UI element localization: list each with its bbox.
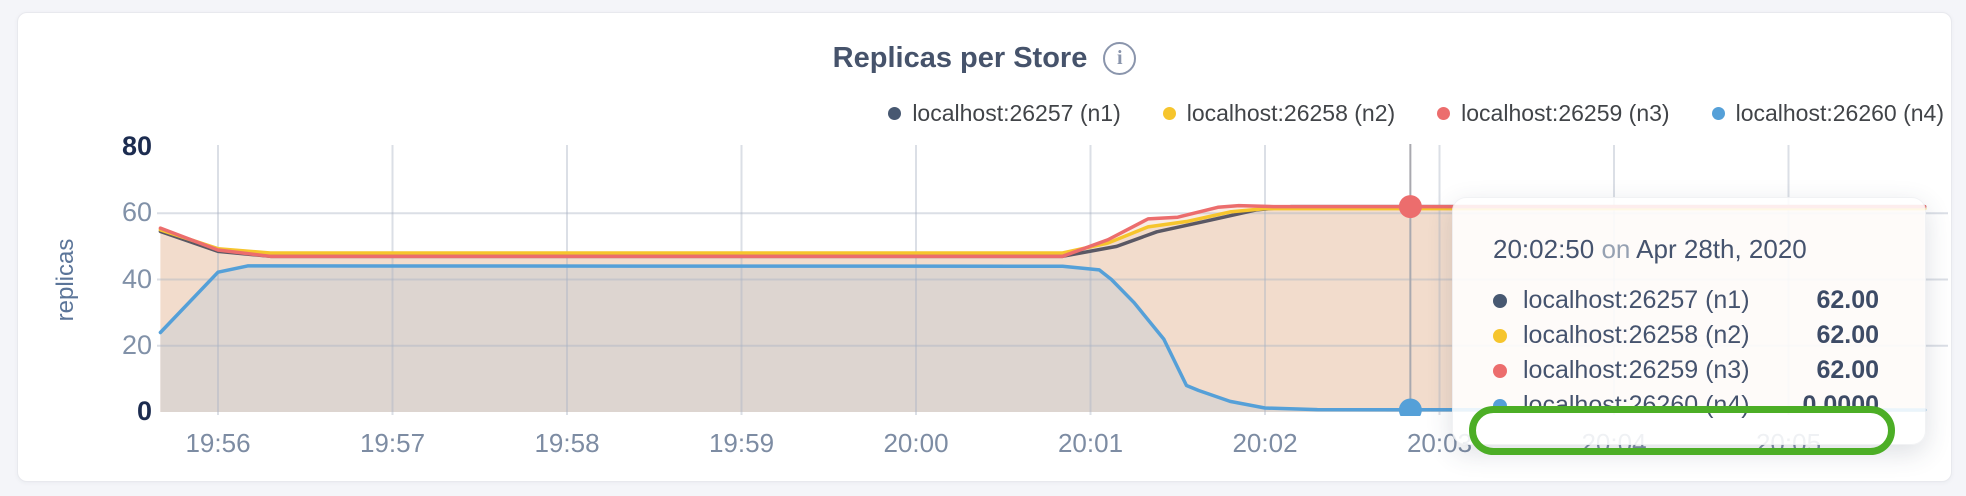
tooltip-row-n3: localhost:26259 (n3) 62.00 bbox=[1493, 353, 1879, 388]
legend-item-n4[interactable]: localhost:26260 (n4) bbox=[1711, 100, 1944, 127]
series-dot-n1 bbox=[1493, 293, 1507, 308]
series-dot-n4 bbox=[1493, 398, 1507, 413]
tooltip-label-n2: localhost:26258 (n2) bbox=[1523, 321, 1750, 349]
series-lines bbox=[158, 195, 1927, 416]
info-icon[interactable]: i bbox=[1103, 41, 1137, 75]
tooltip-value-n3: 62.00 bbox=[1816, 356, 1879, 384]
tooltip-time: 20:02:50 bbox=[1493, 234, 1595, 264]
tooltip-row-n1: localhost:26257 (n1) 62.00 bbox=[1493, 283, 1879, 318]
legend-item-n2[interactable]: localhost:26258 (n2) bbox=[1162, 100, 1396, 127]
tooltip-value-n2: 62.00 bbox=[1816, 321, 1879, 349]
tooltip-label-n4: localhost:26260 (n4) bbox=[1523, 391, 1750, 419]
legend-item-n3[interactable]: localhost:26259 (n3) bbox=[1437, 100, 1670, 127]
chart-header: Replicas per Store i bbox=[17, 36, 1952, 80]
legend-dot-n2 bbox=[1162, 107, 1176, 120]
area-fill-n4 bbox=[160, 265, 1925, 412]
legend-dot-n1 bbox=[888, 107, 902, 120]
hover-tooltip: 20:02:50 on Apr 28th, 2020 localhost:262… bbox=[1452, 197, 1926, 455]
tooltip-on-word: on bbox=[1601, 234, 1631, 264]
legend: localhost:26257 (n1) localhost:26258 (n2… bbox=[888, 100, 1944, 127]
legend-dot-n3 bbox=[1437, 107, 1451, 120]
series-dot-n3 bbox=[1493, 363, 1507, 378]
line-n2[interactable] bbox=[158, 206, 1927, 255]
tooltip-label-n3: localhost:26259 (n3) bbox=[1523, 356, 1750, 384]
chart-title: Replicas per Store bbox=[832, 41, 1088, 74]
tooltip-label-n1: localhost:26257 (n1) bbox=[1523, 286, 1750, 314]
legend-item-n1[interactable]: localhost:26257 (n1) bbox=[888, 100, 1121, 127]
line-n3[interactable] bbox=[158, 203, 1927, 259]
tooltip-timestamp: 20:02:50 on Apr 28th, 2020 bbox=[1493, 234, 1879, 265]
hover-dot-n4 bbox=[1398, 398, 1422, 416]
tooltip-value-n1: 62.00 bbox=[1816, 286, 1879, 314]
tooltip-rows: localhost:26257 (n1) 62.00 localhost:262… bbox=[1469, 283, 1895, 455]
hover-dot-n3 bbox=[1398, 195, 1422, 219]
series-dot-n2 bbox=[1493, 328, 1507, 343]
legend-label-n4: localhost:26260 (n4) bbox=[1735, 100, 1944, 126]
line-n4[interactable] bbox=[158, 264, 1927, 412]
tooltip-row-n4: localhost:26260 (n4) 0.0000 bbox=[1493, 388, 1879, 423]
tooltip-row-n2: localhost:26258 (n2) 62.00 bbox=[1493, 318, 1879, 353]
tooltip-date: Apr 28th, 2020 bbox=[1636, 234, 1807, 264]
legend-label-n2: localhost:26258 (n2) bbox=[1186, 100, 1396, 126]
legend-label-n3: localhost:26259 (n3) bbox=[1461, 100, 1670, 126]
legend-dot-n4 bbox=[1711, 107, 1725, 120]
legend-label-n1: localhost:26257 (n1) bbox=[912, 100, 1121, 126]
tooltip-value-n4: 0.0000 bbox=[1802, 391, 1879, 419]
